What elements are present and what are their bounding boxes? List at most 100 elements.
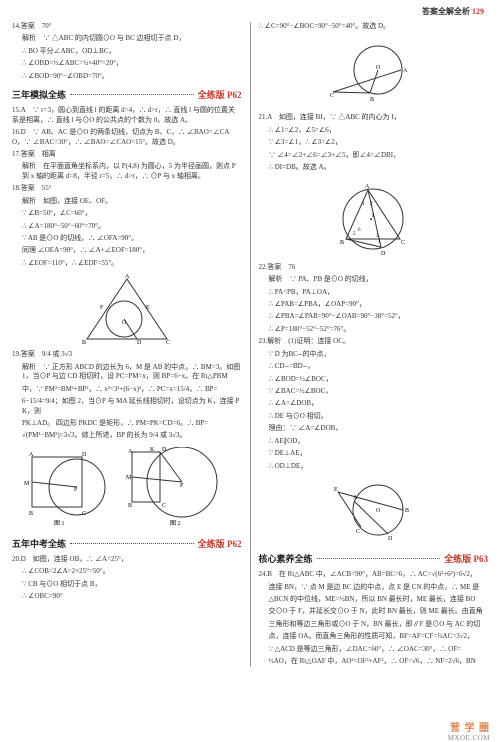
svg-text:2: 2 (370, 202, 373, 207)
figure-21: A B C D I 1 2 3 4 5 6 (259, 179, 489, 257)
q19-l1: 中，∵ PM²=BM²+BP²，∴ x²=3²+(6−x)²，∴ PC=x=15… (12, 385, 242, 394)
q24-l2: 交⊙O 于 F，并延长交⊙O 于 N，此时 BN 最长，则 ME 最长。由直角 (259, 607, 489, 616)
svg-text:K: K (150, 447, 155, 453)
q22-l1: ∴ PA=PB，PA⊥OA， (259, 288, 489, 297)
svg-text:M: M (24, 481, 30, 487)
watermark-sub: MXOE.COM (448, 734, 490, 742)
q22-head: 22.答案 76 (259, 263, 489, 272)
dots-icon (70, 543, 194, 544)
left-column: 14.答案 70° 解析 ∵ △ABC 的内切圆⊙O 与 BC 边相切于点 D，… (12, 22, 242, 667)
svg-text:1: 1 (362, 202, 365, 207)
svg-text:O: O (376, 508, 381, 514)
svg-text:B: B (29, 511, 33, 517)
q23-head: 23.解析 (1)证明：连接 OC。 (259, 337, 489, 346)
q23-l7: ∴ AE∥OD， (259, 437, 489, 446)
svg-text:C: C (401, 240, 405, 246)
svg-text:F: F (100, 305, 104, 311)
figure-23: E A B O C D (259, 477, 489, 542)
svg-text:B: B (82, 340, 86, 344)
q22-l0: 解析 ∵ PA、PB 是⊙O 的切线， (259, 275, 489, 284)
svg-text:C: C (166, 340, 170, 344)
svg-text:I: I (372, 213, 374, 219)
q22-l2: ∴ ∠PAB=∠PBA，∠OAP=90°， (259, 300, 489, 309)
q20-head: 20.D 如图，连接 OB，∴ ∠A=25°， (12, 555, 242, 564)
q24-l5: ∵ △ACD 是等边三角形，∠DAC=60°，∴ ∠OAC=30°，∴ OF= (259, 645, 489, 654)
q23-l0: ∵ D 为BC⌢的中点， (259, 350, 489, 359)
svg-text:C: C (330, 93, 334, 99)
q22-l4: ∴ ∠P=180°−52°−52°=76°。 (259, 325, 489, 334)
q19-l4: √(PM²−BM²)=3√3。综上所述，BP 的长为 9/4 或 3√3。 (12, 431, 242, 440)
svg-text:A: A (365, 184, 370, 190)
q18-head: 18.答案 55° (12, 184, 242, 193)
page-header: 答案全解全析 129 (422, 6, 484, 17)
svg-text:图 1: 图 1 (54, 520, 65, 527)
section-a-tag: 全练版 P62 (198, 88, 242, 101)
q14-l0: 解析 ∵ △ABC 的内切圆⊙O 与 BC 边相切于点 D， (12, 34, 242, 43)
svg-text:E: E (146, 305, 150, 311)
q16: 16.D ∵ AB、AC 是⊙O 的两条切线，切点为 B、C，∴ ∠BAO=∠C… (12, 128, 242, 147)
section-c-title: 核心素养全练 (259, 552, 313, 565)
main-columns: 14.答案 70° 解析 ∵ △ABC 的内切圆⊙O 与 BC 边相切于点 D，… (0, 0, 500, 675)
header-title: 答案全解全析 (422, 7, 470, 16)
svg-text:图 2: 图 2 (170, 520, 181, 527)
right-column: ∴ ∠C=90°−∠BOC=90°−50°=40°。故选 D。 C B O A … (259, 22, 489, 667)
q20-l1: ∵ CB 与⊙O 相切于点 B， (12, 580, 242, 589)
q24-l6: ½AO，在 Rt△OAF 中，AO²=OF²+AF²，∴ OF=√6，∴ NF=… (259, 657, 489, 666)
svg-text:C: C (162, 503, 166, 509)
q20-l2: ∴ ∠OBC=90° (12, 592, 242, 601)
q23-l8: ∵ DE⊥AE， (259, 449, 489, 458)
svg-text:C: C (356, 529, 360, 535)
q23-l5: ∴ DE 与⊙O 相切。 (259, 412, 489, 421)
svg-text:E: E (334, 487, 338, 493)
section-b-title: 五年中考全练 (12, 537, 66, 550)
dots-icon (70, 94, 194, 95)
q23-l9: ∴ OD⊥DE， (259, 462, 489, 471)
q24-l0: 连接 BN，∵ 点 M 是边 BC 边的中点，点 E 是 CN 的中点，∴ ME… (259, 583, 489, 592)
figure-20: C B O A (259, 37, 489, 107)
svg-text:D: D (162, 447, 167, 453)
q15: 15.A ∵ r=3，圆心到直线 l 的距离 d=4，∴ d>r，∴ 直线 l … (12, 106, 242, 125)
q18-l2: ∴ ∠A=180°−50°−60°=70°。 (12, 222, 242, 231)
q22-l3: ∴ ∠PBA=∠PAB=90°−∠OAB=90°−38°=52°， (259, 312, 489, 321)
q23-l1: ∴ CD⌢=BD⌢， (259, 362, 489, 371)
svg-text:A: A (125, 274, 130, 280)
figure-19: A D B C M P 图 1 A K D B C M P 图 2 (12, 447, 242, 527)
q21-l0: ∴ ∠1=∠2，∠5=∠6， (259, 126, 489, 135)
q24-head: 24.B 在 Rt△ABC 中，∠ACB=90°，AB=BC=6，∴ AC=√(… (259, 570, 489, 579)
section-b-heading: 五年中考全练 全练版 P62 (12, 537, 242, 550)
svg-text:D: D (388, 536, 393, 542)
svg-text:B: B (405, 508, 409, 514)
svg-text:B: B (370, 97, 374, 103)
svg-text:M: M (126, 475, 132, 481)
svg-text:O: O (376, 65, 381, 71)
q19-l2: 6−15/4=9/4；如图 2，当⊙P 与 MA 延长线相切时，设切点为 K，连… (12, 397, 242, 416)
section-b-tag: 全练版 P62 (198, 537, 242, 550)
q20-cont: ∴ ∠C=90°−∠BOC=90°−50°=40°。故选 D。 (259, 22, 489, 31)
svg-text:B: B (128, 503, 132, 509)
svg-text:D: D (381, 251, 386, 257)
svg-text:P: P (180, 483, 184, 489)
q23-l6: 理由：∵ ∠A=∠DOB， (259, 424, 489, 433)
q18-l4: 同理 ∠OEA=90°，∴ ∠A+∠EOF=180°， (12, 246, 242, 255)
q24-l1: △BCN 的中位线，ME=½BN，所以 BN 最长时，ME 最长，连接 BO (259, 595, 489, 604)
svg-text:A: A (403, 68, 408, 74)
svg-text:A: A (353, 495, 358, 501)
svg-text:D: D (82, 452, 87, 458)
q18-l3: ∵ AB 是⊙O 的切线，∴ ∠OFA=90°。 (12, 234, 242, 243)
svg-text:P: P (74, 487, 78, 493)
figure-18: A B C O D E F (12, 274, 242, 344)
q19-l3: PK⊥AD。 四边形 PKDC 是矩形，∴ PM=PK=CD=6。∴ BP= (12, 419, 242, 428)
q14-l1: ∴ BO 平分∠ABC，OD⊥BC， (12, 47, 242, 56)
section-a-title: 三年模拟全练 (12, 88, 66, 101)
svg-text:A: A (29, 452, 34, 458)
svg-text:5: 5 (353, 232, 356, 237)
section-c-tag: 全练版 P63 (444, 552, 488, 565)
q21-l1: ∵ ∠3=∠1，∴ ∠3=∠2， (259, 138, 489, 147)
q19-l0: 解析 ∵ 正方形 ABCD 的边长为 6，M 是 AB 的中点，∴ BM=3。如… (12, 363, 242, 382)
q21-l2: ∵ ∠4=∠2+∠6=∠3+∠5，即∠4=∠DBI， (259, 151, 489, 160)
q24-l3: 三角形和等边三角形或⊙O 于 N，BN 最长，即∥F 是⊙O 与 AC 的切 (259, 620, 489, 629)
watermark: 营 学 圈 (450, 719, 490, 734)
q14-head: 14.答案 70° (12, 22, 242, 31)
q14-l3: ∴ ∠BOD=90°−∠OBD=70°。 (12, 72, 242, 81)
q21-l3: ∴ DI=DB。故选 A。 (259, 163, 489, 172)
